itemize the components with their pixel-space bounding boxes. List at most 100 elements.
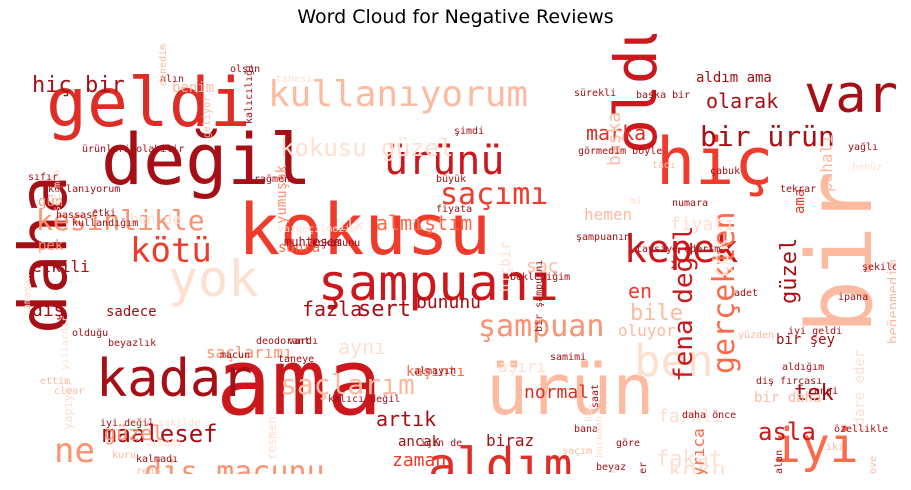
word-kokusunu: kokusunu [312, 238, 360, 249]
word-tavsiye-ederim: tavsiye ederim [636, 244, 720, 255]
word-artık: artık [376, 407, 436, 431]
word-numara: numara [672, 198, 708, 209]
word-bir-şey: bir şey [776, 332, 835, 348]
word-diş-fırçası: diş fırçası [756, 376, 822, 387]
word-macun: macun [220, 350, 250, 361]
word-ürünü: ürünü [384, 138, 504, 184]
word-maalesef: maalesef [102, 420, 218, 448]
word-adet: adet [734, 288, 758, 299]
word-sürekli: sürekli [574, 88, 616, 99]
word-ipana: ipana [838, 292, 868, 303]
word-yağlı: yağlı [848, 141, 878, 153]
word-iki: iki [826, 442, 844, 453]
word-görmedim-böyle: görmedim böyle [578, 146, 662, 157]
word-almıştım: almıştım [376, 211, 472, 235]
word-sadece: sadece [106, 304, 157, 320]
word-resmen: resmen [265, 417, 279, 460]
word-taneye: taneye [278, 354, 314, 365]
word-şimdi: şimdi [454, 126, 484, 137]
word-hiçbir: hiçbir [498, 241, 514, 292]
word-yapıyor: yapıyor [61, 379, 75, 430]
word-çok: çok [709, 238, 734, 278]
word-saçımda: saçımda [52, 170, 63, 212]
word-ama: ama [216, 329, 382, 436]
word-geliyor: geliyor [202, 96, 213, 138]
word-sıfır: sıfır [28, 172, 58, 183]
word-için-de: için de [420, 438, 462, 449]
word-olmadı: olmadı [146, 438, 182, 449]
word-bir: bir [788, 171, 893, 334]
word-tekrar: tekrar [780, 184, 816, 195]
word-hemen: hemen [584, 205, 632, 224]
word-ilk: ilk [338, 218, 364, 234]
word-gerçekten: gerçekten [707, 211, 742, 374]
word-oldu: oldu [602, 34, 670, 154]
word-kuru: kuru [112, 450, 136, 461]
word-beyaz: beyaz [596, 462, 626, 473]
word-kokusu-güzel: kokusu güzel [280, 134, 453, 162]
word-clear: clear [54, 386, 84, 397]
word-yok: yok [168, 250, 258, 308]
word-ben: ben [634, 336, 713, 387]
word-saçımı: saçımı [440, 177, 548, 212]
word-şekilde-geldi: şekilde geldi [862, 262, 896, 273]
word-başka: başka [604, 112, 625, 166]
word-kokusu: kokusu [238, 189, 491, 271]
word-aldım: aldım [428, 438, 573, 474]
word-olarak: olarak [706, 89, 778, 113]
word-muhteşem: muhteşem [284, 235, 342, 249]
word-sert: sert [358, 297, 411, 322]
word-ürün: ürün [486, 349, 655, 431]
word-bir-şampuanı: bir şampuanı [534, 260, 545, 332]
word-şampuan: şampuan [478, 309, 604, 344]
word-ürünleri-olabilir: ürünleri olabilir [82, 144, 184, 155]
word-saat: saat [590, 384, 601, 408]
word-deodorant: deodorant [256, 336, 310, 347]
word-kalıcı-değil: kalıcı değil [328, 393, 400, 405]
word-kadar: kadar [96, 349, 253, 409]
word-aldığım: aldığım [782, 361, 824, 373]
word-tamamen: tamamen [22, 274, 33, 316]
word-kötü: kötü [130, 231, 212, 271]
word-buradan: buradan [594, 416, 605, 458]
word-falan: falan [774, 450, 785, 474]
word-kepek: kepek [624, 227, 739, 271]
word-aynı: aynı [338, 335, 386, 359]
word-beyazlık: beyazlık [108, 338, 156, 349]
word-olduğu: olduğu [72, 327, 108, 339]
word-kaşıntı: kaşıntı [406, 364, 465, 380]
word-saçlarımı: saçlarımı [206, 343, 293, 362]
word-zaman: zaman [392, 450, 446, 471]
word-kesinlikle: kesinlikle [36, 204, 205, 237]
word-küçük: küçük [608, 468, 619, 474]
word-büyük: büyük [436, 174, 466, 185]
word-kullanıyorum: kullanıyorum [268, 74, 528, 115]
word-çabuk: çabuk [710, 166, 740, 177]
word-ancak: ancak [398, 434, 441, 450]
word-dove: dove [868, 456, 879, 474]
word-beğenmedim: beğenmedim [886, 260, 896, 344]
word-saçım: saçım [562, 446, 592, 457]
word-fakat: fakat [656, 447, 722, 472]
word-ben-de: ben de [130, 212, 181, 228]
word-idare-eder: idare eder [852, 350, 868, 434]
word-rengi: rengi [808, 386, 838, 397]
word-yıllardır: yıllardır [60, 316, 71, 370]
word-fazla: fazla [302, 297, 362, 321]
word-ayrıca: ayrıca [689, 428, 708, 474]
word-ürünler: ürünler [638, 462, 649, 474]
word-tanesi: tanesi [276, 74, 312, 85]
chart-title: Word Cloud for Negative Reviews [297, 6, 614, 28]
word-aşırı: aşırı [498, 357, 546, 376]
word-rağmen: rağmen [254, 173, 290, 185]
word-saç: saç [526, 256, 559, 277]
word-güzel: güzel [104, 421, 164, 445]
word-ama: ama [792, 189, 808, 214]
word-kullandığım: kullandığım [72, 217, 138, 229]
word-geldi: geldi [46, 64, 251, 143]
word-şampuanın: şampuanın [576, 232, 630, 243]
word-bir-daha: bir daha [754, 390, 821, 406]
word-fiyata: fiyata [436, 204, 472, 215]
word-diş-macunu: diş macunu [144, 455, 325, 474]
word-fiyatı: fiyatı [670, 214, 735, 235]
